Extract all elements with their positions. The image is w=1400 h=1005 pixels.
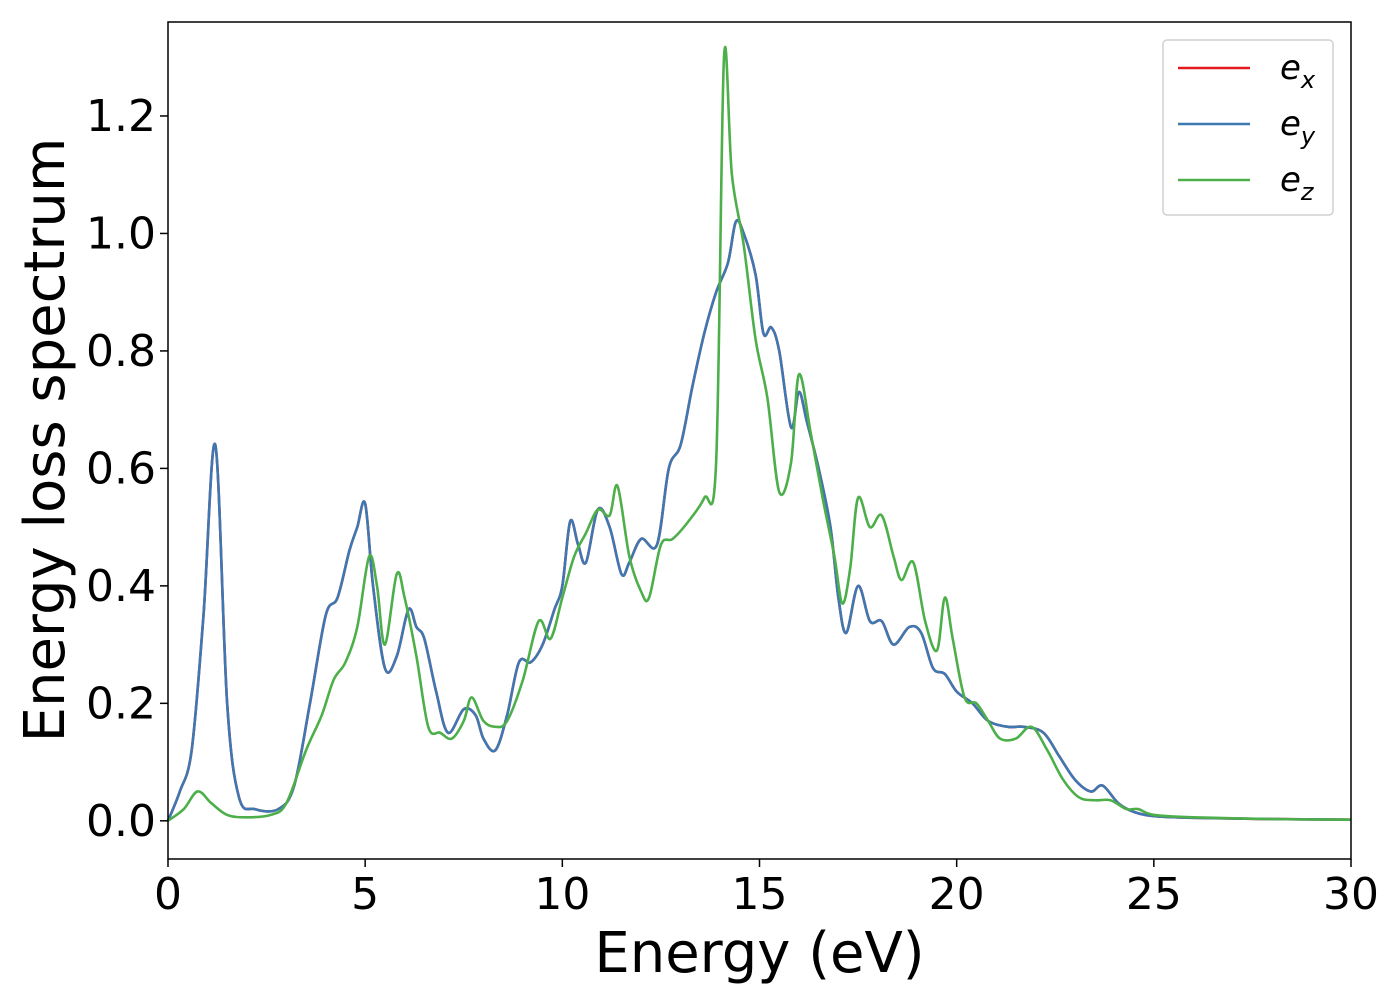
y-tick-label: 0.6 bbox=[86, 443, 156, 494]
legend: ex ey ez bbox=[1162, 39, 1334, 216]
x-tick-label: 5 bbox=[351, 869, 379, 920]
x-axis-label: Energy (eV) bbox=[594, 921, 924, 986]
legend-label-e-z: ez bbox=[1280, 160, 1315, 206]
legend-label-e-x: ex bbox=[1280, 48, 1316, 94]
x-tick-label: 25 bbox=[1126, 869, 1182, 920]
x-tick-label: 30 bbox=[1323, 869, 1379, 920]
legend-frame bbox=[1162, 39, 1334, 216]
y-tick-label: 0.0 bbox=[86, 796, 156, 847]
x-axis-ticks: 0 5 10 15 20 25 30 bbox=[154, 859, 1379, 920]
y-tick-label: 1.2 bbox=[86, 91, 156, 142]
plot-background bbox=[168, 22, 1351, 859]
x-tick-label: 10 bbox=[534, 869, 590, 920]
y-tick-label: 0.2 bbox=[86, 678, 156, 729]
y-axis-label: Energy loss spectrum bbox=[13, 138, 78, 743]
y-tick-label: 1.0 bbox=[86, 208, 156, 259]
y-tick-label: 0.4 bbox=[86, 561, 156, 612]
x-tick-label: 15 bbox=[732, 869, 788, 920]
x-tick-label: 20 bbox=[929, 869, 985, 920]
y-axis-ticks: 0.0 0.2 0.4 0.6 0.8 1.0 1.2 bbox=[86, 91, 168, 847]
series-layer bbox=[166, 45, 1352, 822]
x-tick-label: 0 bbox=[154, 869, 182, 920]
y-tick-label: 0.8 bbox=[86, 326, 156, 377]
series-line-e-z bbox=[167, 45, 1352, 822]
legend-label-e-y: ey bbox=[1280, 104, 1316, 150]
